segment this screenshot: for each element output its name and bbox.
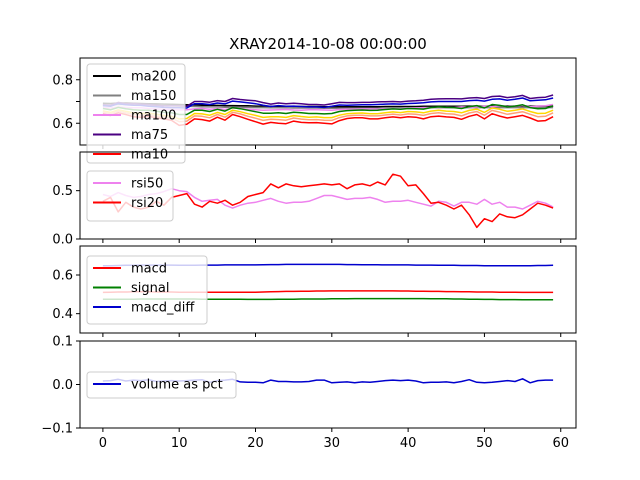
y-tick-label: 0.6 <box>52 117 73 132</box>
axes-frame <box>79 245 577 334</box>
legend-label: ma75 <box>131 128 168 143</box>
legend-label: volume as pct <box>131 378 223 393</box>
legend: ma200 ma150 ma100 ma75 ma10 <box>86 63 186 164</box>
x-tick-label: 40 <box>400 436 417 451</box>
x-tick-label: 0 <box>99 436 107 451</box>
legend-label: rsi20 <box>131 196 163 211</box>
x-tick-label: 60 <box>552 436 569 451</box>
x-tick-label: 30 <box>324 436 341 451</box>
y-tick-label: 0.6 <box>52 269 73 284</box>
legend: rsi50 rsi20 <box>86 170 174 222</box>
series-lines <box>102 173 554 229</box>
x-tick-label: 50 <box>476 436 493 451</box>
legend-label: rsi50 <box>131 177 163 192</box>
legend-box <box>86 63 186 164</box>
legend-label: ma100 <box>131 109 176 124</box>
y-tick-label: 0.8 <box>52 73 73 88</box>
legend-label: ma200 <box>131 70 176 85</box>
legend-label: macd_diff <box>131 301 195 316</box>
x-tick-label: 20 <box>247 436 264 451</box>
y-tick-label: 0.5 <box>52 184 73 199</box>
legend: volume as pct <box>86 371 237 399</box>
subplot-1: 0.0 0.5 rsi50 rsi20 <box>52 151 577 248</box>
y-tick-label: 0.0 <box>52 378 73 393</box>
panels-container: 0.6 0.8 ma200 ma150 ma100 ma75 ma10 0.0 0.5 rsi50… <box>41 57 577 451</box>
legend-box <box>86 371 237 399</box>
series-line-rsi20 <box>102 173 554 229</box>
y-tick-label: 0.4 <box>52 307 73 322</box>
y-tick-label: −0.1 <box>41 422 73 437</box>
legend: macd signal macd_diff <box>86 255 208 325</box>
chart-title: XRAY2014-10-08 00:00:00 <box>229 35 427 53</box>
axes-frame <box>79 151 577 240</box>
legend-label: ma150 <box>131 89 176 104</box>
legend-label: signal <box>131 281 169 296</box>
legend-label: ma10 <box>131 148 168 163</box>
y-tick-label: 0.0 <box>52 233 73 248</box>
subplot-2: 0.4 0.6 macd signal macd_diff <box>52 245 577 337</box>
subplot-0: 0.6 0.8 ma200 ma150 ma100 ma75 ma10 <box>52 57 577 164</box>
legend-label: macd <box>131 262 167 277</box>
y-tick-label: 0.1 <box>52 335 73 350</box>
series-line-rsi50 <box>102 187 554 210</box>
x-tick-label: 10 <box>171 436 188 451</box>
subplot-3: −0.1 0.0 0.1 0 10 20 30 40 50 60 volume as pct <box>41 335 577 451</box>
